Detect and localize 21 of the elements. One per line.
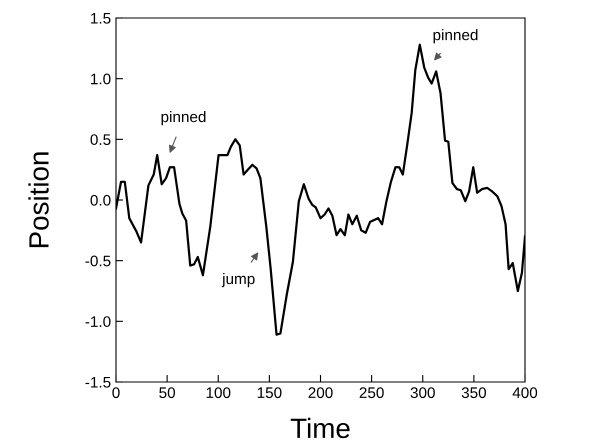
annotation: pinned xyxy=(434,29,478,44)
y-tick-label: 0.5 xyxy=(90,134,110,146)
annotation: pinned xyxy=(162,110,206,126)
x-tick-label: 400 xyxy=(512,387,538,398)
x-tick-label: 50 xyxy=(159,387,176,398)
y-tick-label: 1.0 xyxy=(91,74,111,84)
x-axis-title: Time xyxy=(290,418,350,438)
x-tick-label: 100 xyxy=(206,387,230,398)
x-tick-label: 300 xyxy=(410,387,435,398)
x-tick-label: 0 xyxy=(112,387,120,398)
x-tick-label: 250 xyxy=(360,387,384,398)
x-tick-label: 150 xyxy=(258,387,282,398)
y-tick-label: 1.5 xyxy=(91,13,110,24)
y-tick-label: 0.0 xyxy=(90,194,111,206)
annotation: jump xyxy=(222,272,255,288)
y-tick-label: -0.5 xyxy=(85,256,110,266)
y-axis-title: Position xyxy=(28,152,49,248)
x-tick-label: 350 xyxy=(462,387,486,398)
y-tick-label: -1.0 xyxy=(85,316,111,328)
y-tick-label: -1.5 xyxy=(85,377,110,388)
x-tick-label: 200 xyxy=(308,387,333,398)
